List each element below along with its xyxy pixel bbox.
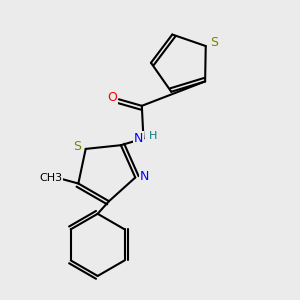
Text: S: S: [74, 140, 82, 153]
Text: H: H: [149, 131, 158, 141]
Text: CH3: CH3: [39, 172, 62, 183]
Text: N: N: [140, 170, 149, 183]
Text: N: N: [134, 132, 143, 145]
Text: O: O: [107, 91, 117, 104]
Text: S: S: [210, 36, 218, 49]
